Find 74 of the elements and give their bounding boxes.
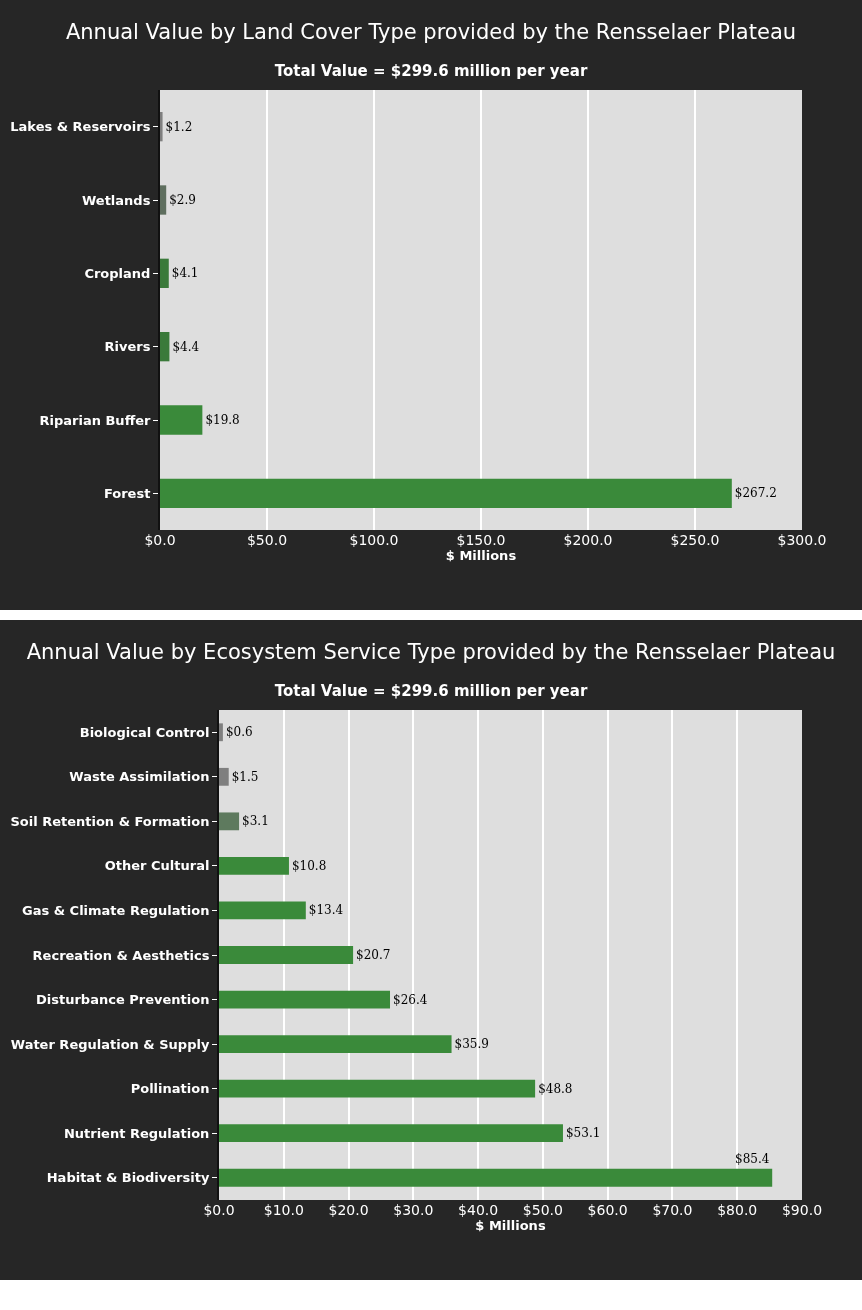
y-tick-label: Riparian Buffer bbox=[39, 412, 151, 428]
bar bbox=[160, 332, 170, 362]
bar bbox=[160, 112, 163, 142]
data-label: $267.2 bbox=[734, 486, 777, 501]
data-label: $1.5 bbox=[231, 769, 259, 784]
y-tick-label: Other Cultural bbox=[104, 858, 210, 874]
bar bbox=[160, 185, 167, 215]
bar bbox=[219, 1035, 452, 1053]
y-tick-label: Recreation & Aesthetics bbox=[32, 947, 210, 963]
data-label: $20.7 bbox=[356, 948, 391, 962]
data-label: $85.4 bbox=[735, 1152, 770, 1166]
x-tick-label: $50.0 bbox=[522, 1202, 563, 1218]
bar bbox=[219, 946, 354, 964]
y-tick-label: Cropland bbox=[84, 265, 151, 281]
bar bbox=[219, 857, 289, 875]
bar bbox=[219, 990, 391, 1009]
x-tick-label: $0.0 bbox=[144, 532, 176, 548]
chart-title: Annual Value by Ecosystem Service Type provided by the Rensselaer Plateau bbox=[25, 639, 837, 664]
x-tick-label: $300.0 bbox=[777, 532, 827, 548]
chart-subtitle: Total Value = $299.6 million per year bbox=[273, 62, 589, 80]
x-tick-label: $90.0 bbox=[781, 1202, 823, 1218]
y-tick-label: Gas & Climate Regulation bbox=[22, 903, 210, 918]
bar bbox=[160, 258, 169, 288]
bar bbox=[160, 405, 203, 435]
x-tick-label: $60.0 bbox=[587, 1202, 628, 1218]
data-label: $3.1 bbox=[242, 814, 269, 829]
data-label: $48.8 bbox=[538, 1081, 573, 1096]
bar bbox=[219, 1168, 773, 1187]
y-tick-label: Habitat & Biodiversity bbox=[46, 1170, 210, 1186]
x-tick-label: $250.0 bbox=[670, 532, 720, 548]
data-label: $4.1 bbox=[171, 266, 199, 281]
data-label: $10.8 bbox=[291, 858, 327, 873]
bar bbox=[219, 767, 229, 786]
bar bbox=[219, 1124, 563, 1143]
x-tick-label: $200.0 bbox=[563, 532, 613, 548]
x-tick-label: $50.0 bbox=[246, 532, 288, 548]
y-tick-label: Pollination bbox=[130, 1081, 210, 1097]
y-tick-label: Forest bbox=[103, 485, 151, 501]
chart-title: Annual Value by Land Cover Type provided by the Rensselaer Plateau bbox=[64, 19, 798, 44]
data-label: $35.9 bbox=[454, 1037, 489, 1052]
y-tick-label: Rivers bbox=[104, 339, 151, 355]
x-axis-title: $ Millions bbox=[445, 548, 517, 563]
bar bbox=[219, 901, 306, 920]
x-tick-label: $0.0 bbox=[203, 1202, 235, 1218]
x-tick-label: $40.0 bbox=[458, 1202, 499, 1218]
x-tick-label: $10.0 bbox=[263, 1202, 304, 1218]
y-tick-label: Disturbance Prevention bbox=[35, 992, 210, 1008]
chart-subtitle: Total Value = $299.6 million per year bbox=[273, 682, 589, 700]
x-tick-label: $100.0 bbox=[349, 532, 399, 548]
y-tick-label: Biological Control bbox=[79, 724, 210, 740]
y-tick-label: Nutrient Regulation bbox=[63, 1125, 210, 1141]
y-tick-label: Waste Assimilation bbox=[69, 769, 210, 785]
y-tick-label: Water Regulation & Supply bbox=[10, 1036, 210, 1052]
x-tick-label: $150.0 bbox=[456, 532, 506, 548]
bar bbox=[219, 723, 223, 742]
x-tick-label: $80.0 bbox=[717, 1202, 758, 1218]
data-label: $19.8 bbox=[205, 413, 240, 427]
x-tick-label: $20.0 bbox=[328, 1202, 369, 1218]
bar bbox=[219, 1079, 536, 1098]
bar bbox=[160, 478, 732, 508]
data-label: $4.4 bbox=[172, 339, 200, 354]
y-tick-label: Wetlands bbox=[81, 192, 151, 208]
y-tick-label: Lakes & Reservoirs bbox=[10, 119, 151, 135]
data-label: $53.1 bbox=[565, 1126, 601, 1141]
bar bbox=[219, 812, 240, 831]
data-label: $0.6 bbox=[225, 725, 253, 740]
data-label: $2.9 bbox=[169, 193, 196, 207]
data-label: $13.4 bbox=[308, 903, 344, 918]
x-tick-label: $70.0 bbox=[652, 1202, 693, 1218]
x-axis-title: $ Millions bbox=[475, 1218, 546, 1233]
data-label: $26.4 bbox=[393, 992, 428, 1007]
data-label: $1.2 bbox=[165, 119, 193, 134]
y-tick-label: Soil Retention & Formation bbox=[10, 813, 210, 829]
x-tick-label: $30.0 bbox=[393, 1202, 434, 1218]
